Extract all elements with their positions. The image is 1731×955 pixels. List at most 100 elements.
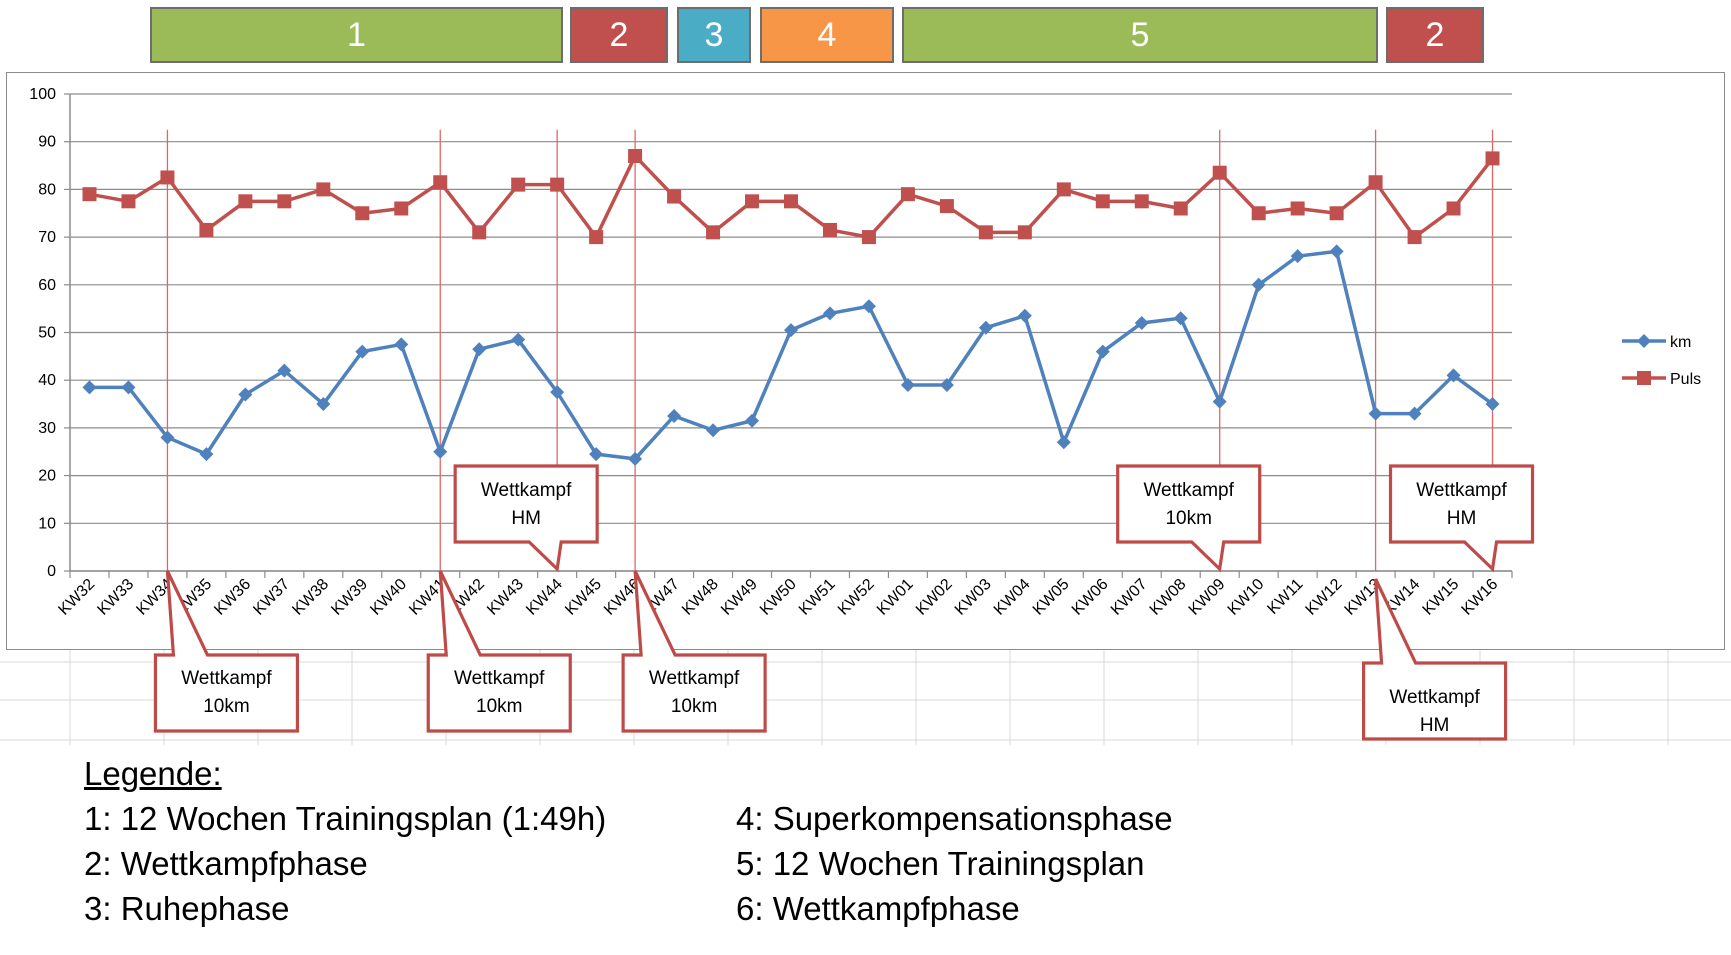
data-point-km bbox=[1446, 368, 1461, 383]
data-point-puls bbox=[978, 225, 993, 240]
legend-item-3: 3: Ruhephase bbox=[84, 890, 290, 927]
legend-item-4: 4: Superkompensationsphase bbox=[736, 800, 1173, 837]
data-point-puls bbox=[82, 187, 97, 202]
phase-label: 5 bbox=[1130, 15, 1150, 54]
data-point-km bbox=[238, 387, 253, 402]
data-point-puls bbox=[1212, 165, 1227, 180]
data-point-puls bbox=[1017, 225, 1032, 240]
data-point-km bbox=[511, 332, 526, 347]
x-tick-label: KW01 bbox=[874, 576, 917, 619]
event-callout bbox=[1388, 464, 1535, 573]
data-point-puls bbox=[939, 199, 954, 214]
data-point-km bbox=[628, 451, 643, 466]
callout-detail: 10km bbox=[1165, 508, 1211, 529]
line-chart: 0 10 20 30 40 50 60 70 80 90 100 KW32KW33KW34KW35K… bbox=[29, 86, 1701, 741]
phase-label: 3 bbox=[704, 15, 724, 54]
callout-title: Wettkampf bbox=[1389, 687, 1480, 708]
x-tick-label: KW15 bbox=[1420, 576, 1463, 619]
y-tick-label: 40 bbox=[38, 372, 56, 389]
data-point-km bbox=[1485, 397, 1500, 412]
data-point-puls bbox=[160, 170, 175, 185]
y-tick-label: 10 bbox=[38, 515, 56, 532]
chart-legend: km Puls bbox=[1622, 334, 1701, 388]
callout-title: Wettkampf bbox=[181, 668, 272, 689]
data-point-puls bbox=[433, 175, 448, 190]
x-tick-label: KW38 bbox=[289, 576, 332, 619]
callout-title: Wettkampf bbox=[1416, 480, 1507, 501]
event-marker-lines bbox=[166, 129, 1494, 571]
data-point-puls bbox=[238, 194, 253, 209]
data-point-km bbox=[82, 380, 97, 395]
data-point-puls bbox=[1095, 194, 1110, 209]
x-tick-label: KW51 bbox=[796, 576, 839, 619]
phase-box-1: 1 bbox=[150, 7, 563, 63]
x-tick-label: KW06 bbox=[1069, 576, 1112, 619]
data-point-puls bbox=[745, 194, 760, 209]
data-point-km bbox=[1095, 344, 1110, 359]
data-point-puls bbox=[550, 177, 565, 192]
event-callout bbox=[453, 464, 599, 573]
data-point-km bbox=[978, 320, 993, 335]
legend-item-2: 2: Wettkampfphase bbox=[84, 845, 368, 882]
y-tick-label: 90 bbox=[38, 134, 56, 151]
callout-detail: 10km bbox=[203, 696, 249, 717]
callout-title: Wettkampf bbox=[1143, 480, 1234, 501]
x-tick-label: KW40 bbox=[367, 576, 410, 619]
series-group bbox=[82, 149, 1500, 466]
event-callout bbox=[426, 570, 572, 733]
legend-marker-puls bbox=[1637, 371, 1651, 385]
data-point-km bbox=[900, 377, 915, 392]
x-tick-label: KW12 bbox=[1303, 576, 1346, 619]
callout-detail: HM bbox=[511, 508, 541, 529]
data-point-km bbox=[277, 363, 292, 378]
callout-detail: 10km bbox=[476, 696, 522, 717]
phase-box-2: 2 bbox=[570, 7, 668, 63]
x-tick-label: KW44 bbox=[523, 576, 566, 619]
data-point-km bbox=[1251, 277, 1266, 292]
data-point-puls bbox=[784, 194, 798, 209]
data-point-km bbox=[1056, 435, 1071, 450]
data-point-puls bbox=[472, 225, 487, 240]
data-point-km bbox=[939, 377, 954, 392]
y-tick-label: 80 bbox=[38, 181, 56, 198]
x-tick-label: KW37 bbox=[250, 576, 293, 619]
event-callout bbox=[1361, 578, 1508, 741]
data-point-km bbox=[822, 306, 837, 321]
data-point-km bbox=[1290, 249, 1305, 264]
data-point-puls bbox=[1329, 206, 1344, 221]
x-tick-label: KW11 bbox=[1264, 576, 1306, 618]
data-point-km bbox=[394, 337, 409, 352]
data-point-km bbox=[1134, 315, 1149, 330]
event-callout bbox=[153, 570, 300, 733]
data-point-puls bbox=[511, 177, 526, 192]
data-point-puls bbox=[900, 187, 915, 202]
data-point-puls bbox=[1407, 230, 1422, 245]
data-point-km bbox=[1212, 394, 1227, 409]
legend-item-5: 5: 12 Wochen Trainingsplan bbox=[736, 845, 1145, 882]
data-point-puls bbox=[1134, 194, 1149, 209]
data-point-puls bbox=[1485, 151, 1500, 166]
x-tick-label: KW08 bbox=[1147, 576, 1190, 619]
data-point-km bbox=[667, 408, 682, 423]
data-point-km bbox=[1173, 311, 1188, 326]
data-point-km bbox=[706, 423, 721, 438]
data-point-km bbox=[1017, 308, 1032, 323]
data-point-puls bbox=[1251, 206, 1266, 221]
data-point-km bbox=[121, 380, 136, 395]
data-point-puls bbox=[667, 189, 682, 204]
data-point-km bbox=[861, 299, 876, 314]
callout-detail: HM bbox=[1420, 715, 1450, 736]
callout-title: Wettkampf bbox=[454, 668, 545, 689]
phase-box-3: 3 bbox=[677, 7, 751, 63]
callout-detail: 10km bbox=[671, 696, 717, 717]
x-tick-label: KW50 bbox=[757, 576, 800, 619]
phase-label: 1 bbox=[347, 15, 366, 54]
chart-frame bbox=[6, 72, 1725, 650]
phase-label: 4 bbox=[817, 15, 837, 54]
data-point-puls bbox=[1173, 201, 1188, 216]
legend-label-km: km bbox=[1670, 334, 1691, 351]
data-point-km bbox=[1407, 406, 1422, 421]
x-tick-label: KW48 bbox=[679, 576, 722, 619]
x-axis-ticks: KW32KW33KW34KW35KW36KW37KW38KW39KW40KW41… bbox=[55, 571, 1513, 619]
data-point-puls bbox=[121, 194, 136, 209]
